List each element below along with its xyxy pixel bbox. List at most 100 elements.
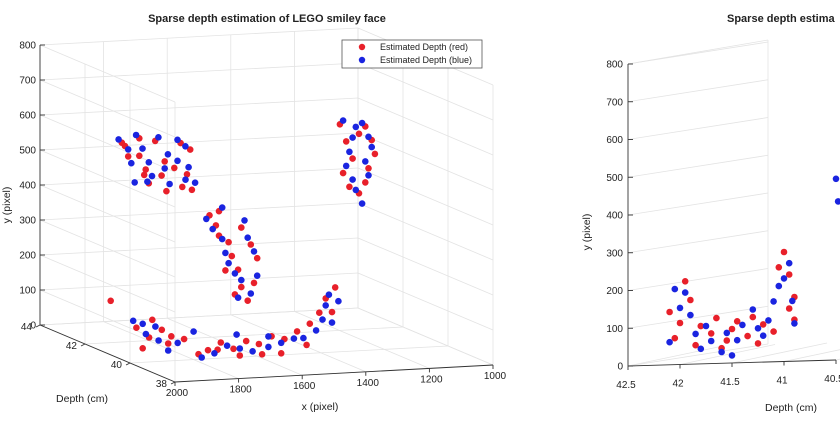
left-point-red (238, 224, 245, 231)
left-point-red (236, 352, 244, 359)
left-point-blue (174, 136, 181, 144)
right-y-tick-label: 0 (617, 362, 623, 373)
left-point-blue (131, 179, 138, 186)
left-point-blue (328, 319, 336, 326)
left-grid-leftwall-horizontal (39, 114, 176, 173)
left-point-blue (223, 342, 231, 350)
left-point-blue (129, 317, 137, 325)
right-point-blue (791, 320, 798, 327)
left-point-red (247, 241, 255, 248)
left-point-red (255, 340, 263, 348)
right-point-blue (754, 325, 762, 332)
left-point-blue (319, 316, 326, 323)
right-grid-back-horizontal (627, 268, 769, 291)
left-point-red (342, 138, 350, 145)
left-z-tick-mark (80, 343, 86, 347)
left-grid-leftwall-horizontal (39, 289, 176, 348)
left-grid-side-horizontal (357, 97, 494, 156)
left-grid-leftwall-horizontal (39, 219, 176, 278)
left-point-red (179, 183, 186, 191)
left-point-blue (182, 143, 189, 150)
left-grid-side-horizontal (357, 132, 494, 191)
left-point-blue (253, 272, 261, 280)
right-point-blue (697, 345, 705, 353)
right-grid-floor (731, 342, 828, 364)
left-point-blue (342, 162, 350, 170)
left-point-red (186, 146, 194, 153)
legend-box (341, 39, 483, 69)
right-point-blue (780, 275, 788, 282)
right-point-blue (749, 306, 757, 313)
left-y-tick-label: 500 (19, 146, 36, 157)
left-grid-back-horizontal (39, 202, 359, 221)
right-grid-back-horizontal (627, 230, 769, 254)
left-point-red (293, 328, 301, 335)
left-point-blue (339, 117, 347, 124)
right-point-blue (718, 348, 725, 356)
left-point-red (161, 158, 168, 165)
left-point-blue (211, 350, 218, 357)
left-point-blue (233, 331, 240, 338)
left-point-blue (335, 297, 342, 305)
right-point-blue (681, 289, 689, 296)
left-points (107, 117, 379, 361)
right-z-tick-label: 42 (672, 379, 684, 390)
right-point-blue (687, 311, 694, 319)
left-point-blue (312, 327, 320, 334)
left-point-red (188, 186, 196, 194)
left-point-blue (247, 290, 255, 297)
left-point-blue (352, 123, 360, 131)
right-grid-floor (679, 344, 776, 365)
left-grid-floor-z (39, 307, 359, 326)
right-point-blue (728, 352, 736, 359)
right-point-red (692, 341, 699, 349)
right-y-tick-label: 400 (606, 211, 623, 222)
left-x-axis-label: x (pixel) (302, 401, 339, 413)
left-point-blue (225, 259, 232, 267)
left-point-blue (236, 345, 244, 352)
left-point-red (303, 341, 310, 349)
legend: Estimated Depth (red) Estimated Depth (b… (341, 39, 483, 69)
left-point-blue (352, 186, 360, 194)
left-point-blue (145, 159, 153, 166)
left-grid-leftwall-horizontal (39, 184, 176, 243)
left-x-tick-label: 1800 (229, 385, 252, 396)
right-point-red (723, 337, 731, 344)
right-grid-top (627, 39, 769, 65)
left-grid-back-horizontal (39, 272, 359, 291)
right-chart: Sparse depth estima 0 100 200 300 400 500 600 7… (581, 13, 840, 414)
left-point-blue (124, 146, 132, 153)
left-point-red (253, 254, 261, 262)
right-point-red (666, 308, 673, 316)
left-y-ticks: 0 100 200 300 400 500 600 700 800 (19, 41, 45, 332)
left-point-red (133, 324, 140, 332)
left-point-blue (164, 151, 172, 158)
left-z-tick-label: 42 (66, 341, 78, 352)
left-grid-floor-x (294, 311, 430, 369)
left-point-blue (182, 176, 189, 183)
left-grid-side-horizontal (357, 237, 494, 296)
left-grid-floor-x (357, 307, 494, 366)
left-point-blue (241, 217, 248, 224)
right-point-red (707, 330, 715, 337)
left-point-blue (166, 180, 173, 188)
left-point-blue (238, 276, 245, 284)
left-point-red (244, 297, 251, 305)
right-y-tick-label: 700 (606, 97, 623, 108)
left-y-tick-label: 800 (19, 41, 36, 52)
left-point-blue (218, 204, 226, 211)
right-point-red (775, 264, 783, 271)
left-point-blue (358, 200, 366, 207)
left-point-blue (155, 337, 162, 344)
right-point-red (759, 321, 767, 328)
left-point-red (349, 155, 356, 162)
left-grid-side-horizontal (357, 202, 494, 261)
right-point-blue (702, 322, 710, 330)
left-point-blue (277, 339, 285, 347)
right-point-red (697, 322, 705, 330)
left-point-red (228, 252, 236, 260)
left-z-tick-label: 44 (21, 322, 33, 333)
right-z-tick-label: 41.5 (720, 377, 740, 388)
right-point-blue (707, 337, 715, 345)
left-point-red (142, 166, 149, 173)
